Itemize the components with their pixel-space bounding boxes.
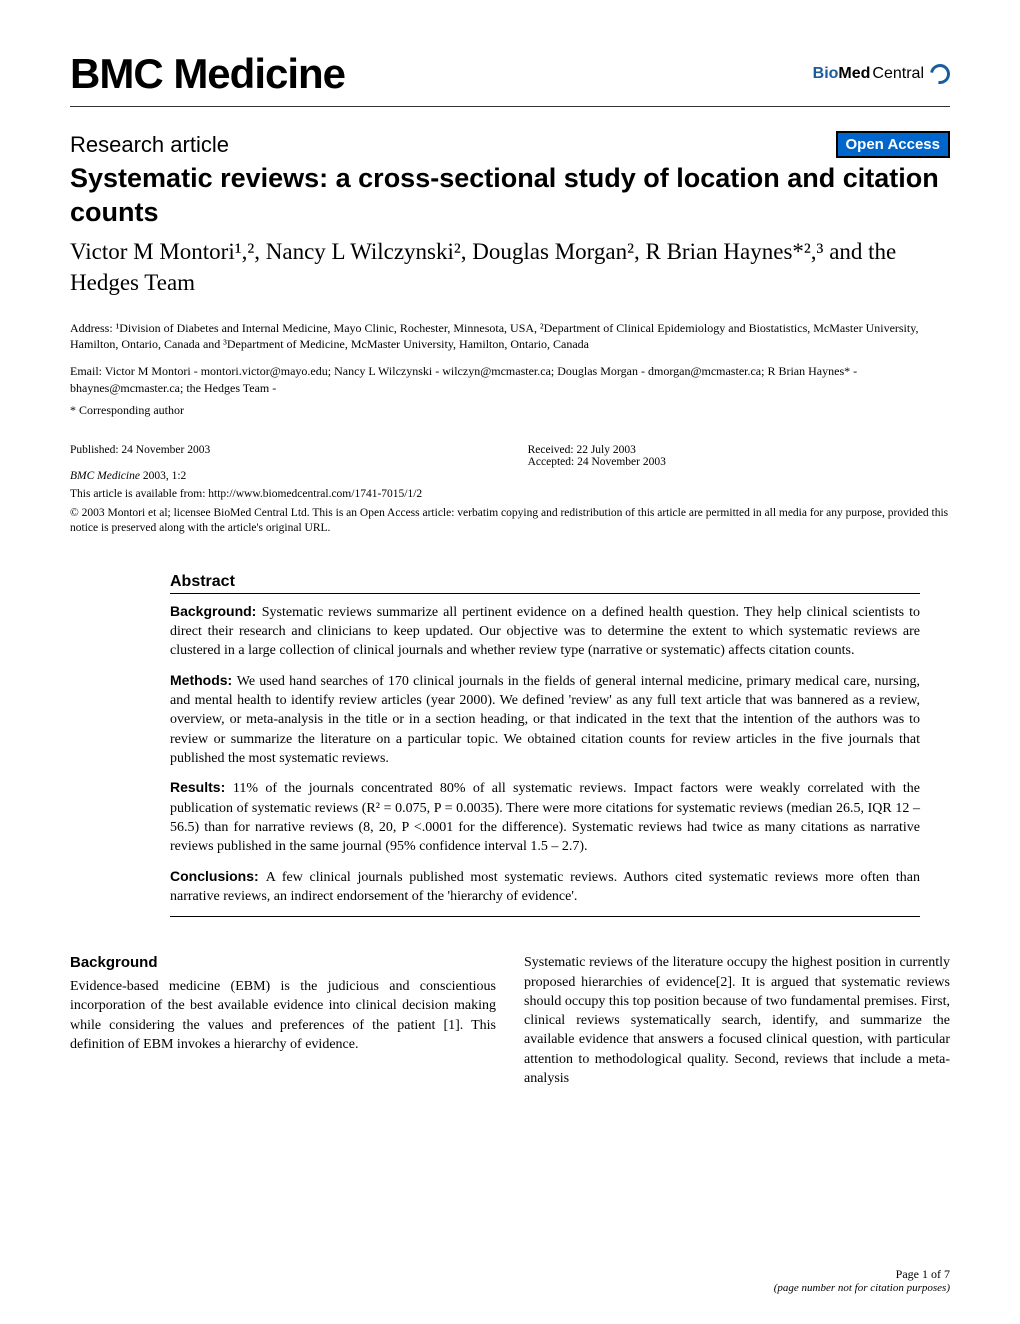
authors: Victor M Montori¹,², Nancy L Wilczynski²… [70,236,950,298]
header-rule [70,106,950,107]
citation-volume: 2003, 1:2 [140,470,186,482]
abstract-conclusions-label: Conclusions: [170,868,266,884]
availability-url[interactable]: http://www.biomedcentral.com/1741-7015/1… [208,488,422,500]
abstract-rule-top [170,593,920,594]
abstract-methods-text: We used hand searches of 170 clinical jo… [170,674,920,766]
copyright: © 2003 Montori et al; licensee BioMed Ce… [70,506,950,537]
publication-dates-row: Published: 24 November 2003 Received: 22… [70,444,950,468]
body-col1-text: Evidence-based medicine (EBM) is the jud… [70,979,496,1052]
published-date: Published: 24 November 2003 [70,444,528,468]
availability: This article is available from: http://w… [70,488,950,500]
body-col2-text: Systematic reviews of the literature occ… [524,955,950,1086]
article-title: Systematic reviews: a cross-sectional st… [70,162,950,230]
accepted-date: Accepted: 24 November 2003 [528,456,950,468]
citation-journal: BMC Medicine [70,470,140,482]
body-column-right: Systematic reviews of the literature occ… [524,953,950,1088]
page-number-note: (page number not for citation purposes) [774,1282,950,1294]
article-type: Research article [70,132,229,158]
publisher-bio: Bio [813,65,839,83]
abstract-background-label: Background: [170,603,262,619]
abstract-background-text: Systematic reviews summarize all pertine… [170,605,920,659]
citation: BMC Medicine 2003, 1:2 [70,470,950,482]
logo-circle-icon [926,60,954,88]
abstract-rule-bottom [170,916,920,917]
availability-prefix: This article is available from: [70,488,208,500]
corresponding-note: * Corresponding author [70,403,950,418]
received-date: Received: 22 July 2003 [528,444,950,456]
abstract-background: Background: Systematic reviews summarize… [170,602,920,661]
abstract-methods-label: Methods: [170,672,237,688]
abstract-box: Abstract Background: Systematic reviews … [170,573,920,917]
abstract-conclusions: Conclusions: A few clinical journals pub… [170,867,920,907]
abstract-results-text: 11% of the journals concentrated 80% of … [170,781,920,854]
publisher-central: Central [872,65,924,83]
publisher-logo: BioMed Central [813,64,950,84]
page-footer: Page 1 of 7 (page number not for citatio… [774,1267,950,1294]
abstract-results-label: Results: [170,779,233,795]
body-columns: Background Evidence-based medicine (EBM)… [70,953,950,1088]
page-header: BMC Medicine BioMed Central [70,50,950,98]
background-heading: Background [70,953,496,974]
abstract-results: Results: 11% of the journals concentrate… [170,778,920,856]
page-number: Page 1 of 7 [774,1267,950,1282]
article-type-row: Research article Open Access [70,131,950,158]
open-access-badge: Open Access [836,131,951,158]
author-emails: Email: Victor M Montori - montori.victor… [70,363,950,397]
affiliations: Address: ¹Division of Diabetes and Inter… [70,320,950,354]
abstract-methods: Methods: We used hand searches of 170 cl… [170,671,920,769]
journal-title: BMC Medicine [70,50,345,98]
publisher-med: Med [838,65,870,83]
abstract-heading: Abstract [170,573,920,591]
abstract-conclusions-text: A few clinical journals published most s… [170,870,920,904]
body-column-left: Background Evidence-based medicine (EBM)… [70,953,496,1088]
